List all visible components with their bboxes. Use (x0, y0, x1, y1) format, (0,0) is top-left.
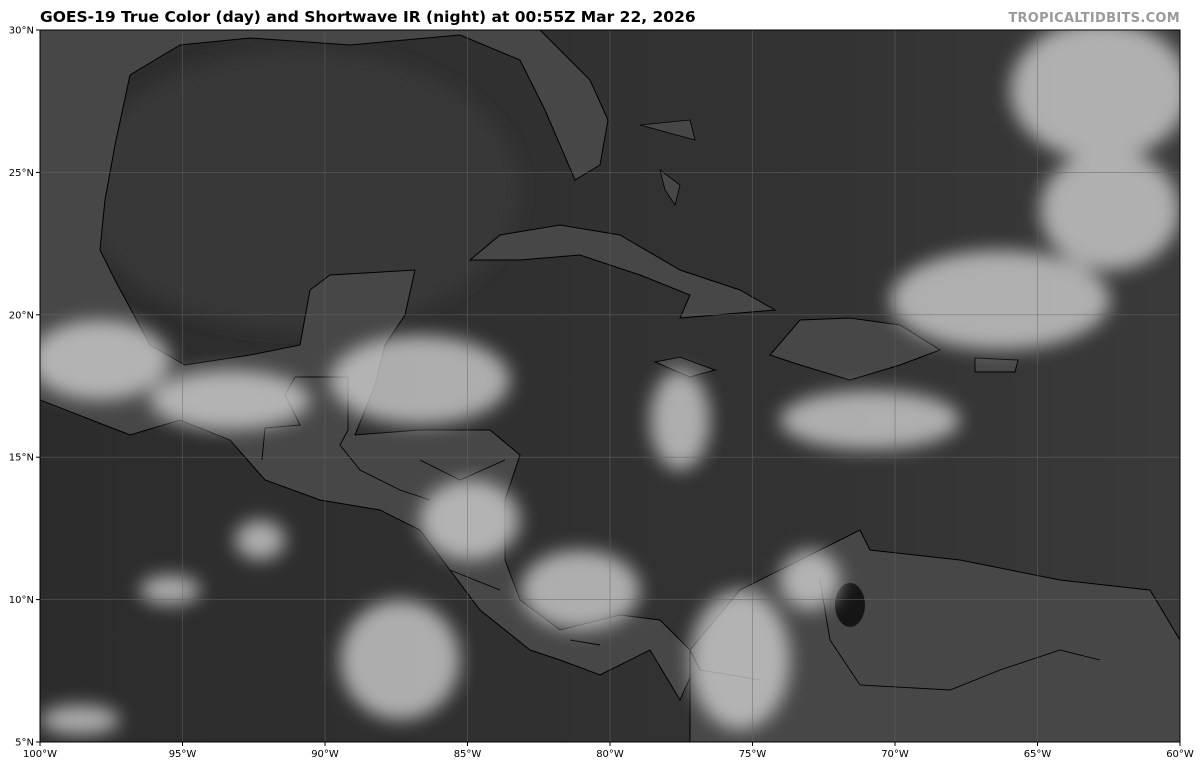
lon-tick-label: 80°W (596, 749, 624, 760)
lon-tick-label: 75°W (739, 749, 767, 760)
puerto-rico (974, 357, 1019, 373)
gulf-of-mexico (80, 50, 520, 330)
lat-tick-label: 10°N (9, 595, 34, 606)
image-title: GOES-19 True Color (day) and Shortwave I… (40, 8, 696, 26)
hispaniola (769, 317, 942, 381)
lake-maracaibo (835, 583, 865, 627)
lon-tick-label: 85°W (454, 749, 482, 760)
lon-tick-label: 70°W (881, 749, 909, 760)
cuba (468, 224, 777, 319)
lat-tick-label: 30°N (9, 26, 34, 37)
lon-tick-label: 60°W (1166, 749, 1194, 760)
credit-watermark: TROPICALTIDBITS.COM (1008, 11, 1180, 26)
lon-tick-label: 95°W (169, 749, 197, 760)
lat-tick-label: 25°N (9, 168, 34, 179)
lon-tick-label: 65°W (1024, 749, 1052, 760)
lat-tick-label: 15°N (9, 453, 34, 464)
country-borders (261, 376, 1101, 691)
lon-tick-label: 90°W (311, 749, 339, 760)
bahamas (639, 119, 696, 206)
axis-ticks: 100°W 95°W 90°W 85°W 80°W 75°W 70°W 65°W 60°W 5°N… (9, 26, 1194, 761)
graticule (40, 30, 1180, 742)
lat-tick-label: 20°N (9, 310, 34, 321)
lat-tick-label: 5°N (15, 738, 34, 749)
lon-tick-label: 100°W (23, 749, 57, 760)
cloud-layer (40, 30, 1180, 735)
